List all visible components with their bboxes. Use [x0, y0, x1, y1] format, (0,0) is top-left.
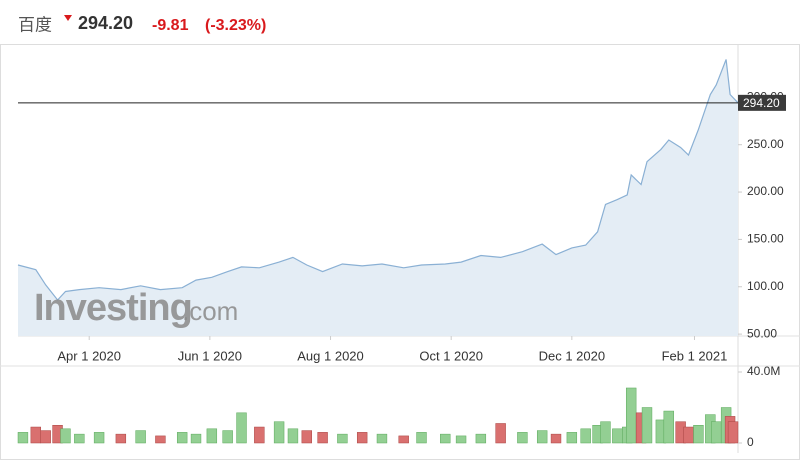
volume-bar [398, 435, 409, 444]
change-percent: (-3.23%) [205, 17, 266, 34]
volume-bar [566, 432, 578, 444]
volume-bar [612, 428, 623, 444]
volume-bar [30, 426, 41, 444]
volume-bar [155, 435, 166, 444]
watermark-suffix: .com [182, 296, 238, 326]
volume-bar [475, 433, 487, 444]
change: -9.81 [152, 17, 189, 34]
volume-bar [337, 433, 348, 444]
y-tick-label: 250.00 [747, 137, 784, 151]
volume-bar [625, 387, 637, 444]
volume-bar [17, 432, 29, 444]
x-tick-label: Apr 1 2020 [57, 348, 121, 363]
volume-bar [600, 421, 611, 444]
y-tick-label: 50.00 [747, 326, 777, 340]
volume-bar [693, 425, 704, 444]
volume-bar [206, 428, 218, 444]
y-tick-label: 200.00 [747, 184, 784, 198]
volume-bar [376, 433, 388, 444]
volume-bar [317, 432, 328, 444]
volume-bar [74, 433, 85, 444]
volume-bar [273, 421, 285, 444]
y-tick-label: 150.00 [747, 232, 784, 246]
volume-bar [455, 435, 467, 444]
price: 294.20 [78, 13, 133, 33]
volume-bar [727, 421, 739, 444]
price-area [18, 59, 738, 336]
x-tick-label: Dec 1 2020 [539, 348, 606, 363]
volume-bar [135, 430, 146, 444]
volume-bar [190, 433, 202, 444]
volume-bar [222, 430, 233, 444]
reference-label: 294.20 [743, 96, 780, 110]
watermark-brand: Investing [34, 287, 192, 329]
volume-bar [176, 432, 188, 444]
down-arrow [64, 15, 72, 21]
volume-bar [93, 432, 105, 444]
x-tick-label: Feb 1 2021 [662, 348, 728, 363]
volume-bar [495, 423, 506, 444]
volume-bar [254, 426, 265, 444]
volume-bar [580, 428, 591, 444]
stock-name: 百度 [18, 15, 52, 34]
volume-bar [416, 432, 427, 444]
volume-tick-label: 0 [747, 435, 754, 449]
volume-bar [711, 421, 722, 444]
volume-bar [115, 433, 127, 444]
volume-bar [641, 407, 653, 444]
volume-bar [440, 433, 451, 444]
x-tick-label: Jun 1 2020 [178, 348, 242, 363]
volume-bar [550, 433, 562, 444]
volume-bar [301, 430, 312, 444]
x-tick-label: Aug 1 2020 [297, 348, 364, 363]
volume-bar [287, 428, 299, 444]
volume-bar [536, 430, 548, 444]
volume-bar [683, 426, 694, 444]
volume-bar [60, 428, 71, 444]
volume-bar [40, 430, 51, 444]
y-tick-label: 100.00 [747, 279, 784, 293]
x-tick-label: Oct 1 2020 [419, 348, 483, 363]
price-line [17, 59, 739, 301]
volume-bar [517, 432, 528, 444]
volume-bar [236, 412, 247, 444]
volume-tick-label: 40.0M [747, 364, 780, 378]
volume-bar [663, 410, 674, 444]
volume-bar [356, 432, 368, 444]
reference-label-box [738, 94, 786, 111]
